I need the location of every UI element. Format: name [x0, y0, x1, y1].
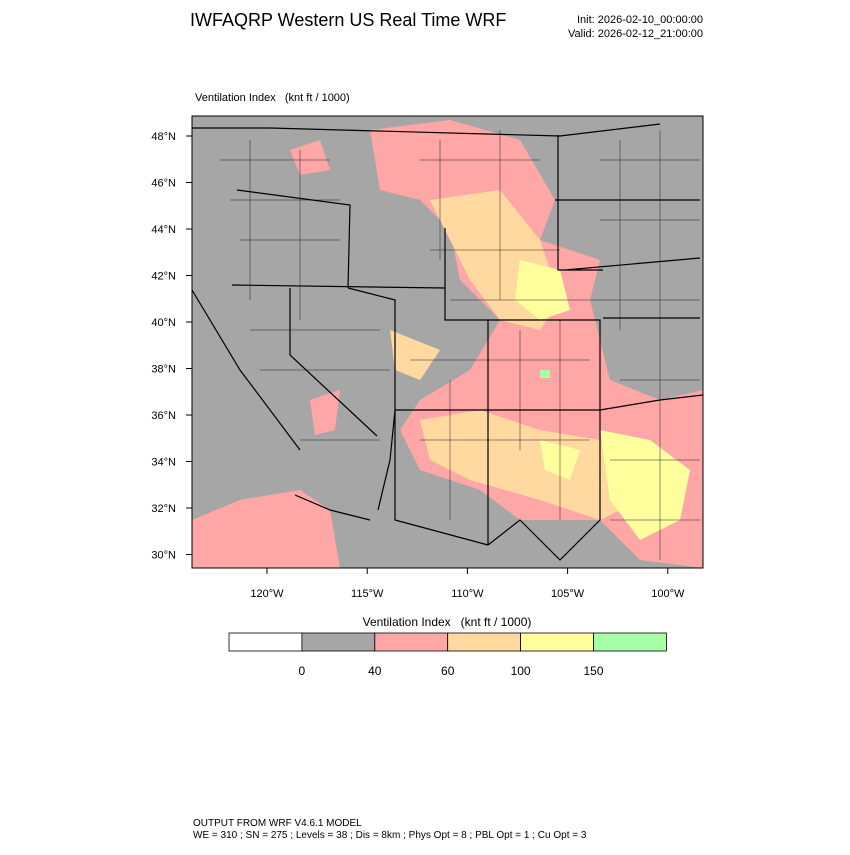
lon-label: 105°W	[551, 588, 585, 600]
lat-label: 38°N	[151, 364, 176, 376]
legend-title: Ventilation Index (knt ft / 1000)	[363, 615, 532, 629]
footer-line: OUTPUT FROM WRF V4.6.1 MODEL	[193, 818, 362, 829]
valid-time: Valid: 2026-02-12_21:00:00	[568, 28, 703, 40]
lat-label: 48°N	[151, 131, 176, 143]
lon-label: 115°W	[351, 588, 384, 600]
legend-box	[301, 632, 376, 652]
legend-tick-label: 0	[299, 664, 306, 678]
footer-line: WE = 310 ; SN = 275 ; Levels = 38 ; Dis …	[193, 830, 587, 841]
legend-tick-label: 40	[368, 664, 382, 678]
title: IWFAQRP Western US Real Time WRF	[190, 10, 506, 30]
lat-label: 44°N	[151, 224, 176, 236]
lat-label: 34°N	[151, 457, 176, 469]
legend-tick-label: 150	[583, 664, 603, 678]
lon-label: 100°W	[651, 588, 685, 600]
lat-label: 40°N	[151, 317, 176, 329]
lat-label: 42°N	[151, 271, 176, 283]
lat-label: 46°N	[151, 178, 176, 190]
legend-box	[593, 632, 667, 652]
legend-box	[447, 632, 522, 652]
lat-label: 32°N	[151, 503, 176, 515]
lon-label: 110°W	[451, 588, 484, 600]
legend-box	[520, 632, 594, 652]
init-time: Init: 2026-02-10_00:00:00	[577, 14, 703, 26]
map-label: Ventilation Index (knt ft / 1000)	[195, 92, 350, 104]
legend-box	[374, 632, 449, 652]
legend-box	[228, 632, 303, 652]
map	[191, 115, 704, 569]
lat-label: 36°N	[151, 410, 176, 422]
lon-label: 120°W	[250, 588, 284, 600]
legend-tick-label: 100	[511, 664, 531, 678]
lat-label: 30°N	[151, 550, 176, 562]
legend-tick-label: 60	[441, 664, 455, 678]
